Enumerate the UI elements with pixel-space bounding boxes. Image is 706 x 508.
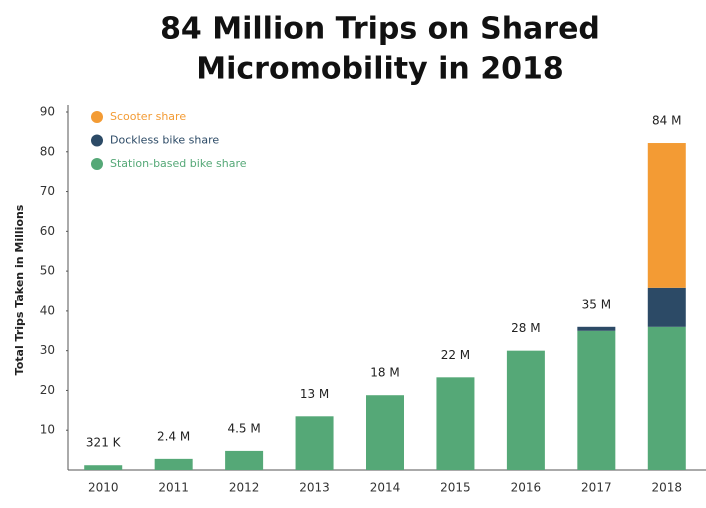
x-tick-label: 2013 <box>299 481 330 495</box>
bar-segment <box>295 416 334 470</box>
bar-segment <box>577 326 616 331</box>
chart-title: Micromobility in 2018 <box>196 52 563 87</box>
total-label: 2.4 M <box>157 429 190 443</box>
total-label: 84 M <box>652 114 681 128</box>
bar-segment <box>84 465 123 470</box>
y-tick-label: 90 <box>40 105 55 119</box>
total-label: 22 M <box>441 348 470 362</box>
legend-label: Station-based bike share <box>110 157 247 170</box>
total-label: 321 K <box>86 436 122 450</box>
y-tick-label: 30 <box>40 343 55 357</box>
y-tick-label: 60 <box>40 224 55 238</box>
legend-label: Scooter share <box>110 110 186 123</box>
x-tick-label: 2017 <box>581 481 612 495</box>
bar-segment <box>436 377 475 470</box>
legend-label: Dockless bike share <box>110 134 219 147</box>
bar-segment <box>154 458 193 470</box>
legend-swatch <box>91 134 103 147</box>
y-tick-label: 20 <box>40 383 55 397</box>
chart-title: 84 Million Trips on Shared <box>160 12 600 47</box>
bar-segment <box>225 450 264 470</box>
total-label: 35 M <box>582 297 611 311</box>
total-label: 28 M <box>511 321 540 335</box>
y-tick-label: 80 <box>40 144 55 158</box>
x-tick-label: 2012 <box>229 481 260 495</box>
bar-segment <box>647 287 686 327</box>
y-tick-label: 40 <box>40 303 55 317</box>
bar-segment <box>577 330 616 470</box>
x-tick-label: 2015 <box>440 481 471 495</box>
legend-swatch <box>91 111 103 123</box>
x-tick-label: 2011 <box>158 481 189 495</box>
bar-segment <box>647 326 686 470</box>
y-axis-label: Total Trips Taken in Millions <box>13 204 26 375</box>
bar-segment <box>647 143 686 288</box>
bar-segment <box>366 395 404 470</box>
x-tick-label: 2014 <box>370 481 401 495</box>
x-tick-label: 2018 <box>652 481 683 495</box>
x-tick-label: 2016 <box>511 481 542 495</box>
y-tick-label: 50 <box>40 264 55 278</box>
legend-swatch <box>91 158 103 170</box>
total-label: 4.5 M <box>227 421 260 435</box>
y-tick-label: 10 <box>40 423 55 437</box>
total-label: 18 M <box>370 366 399 380</box>
x-tick-label: 2010 <box>88 481 119 495</box>
total-label: 13 M <box>300 387 329 401</box>
bar-segment <box>506 350 545 470</box>
y-tick-label: 70 <box>40 184 55 198</box>
